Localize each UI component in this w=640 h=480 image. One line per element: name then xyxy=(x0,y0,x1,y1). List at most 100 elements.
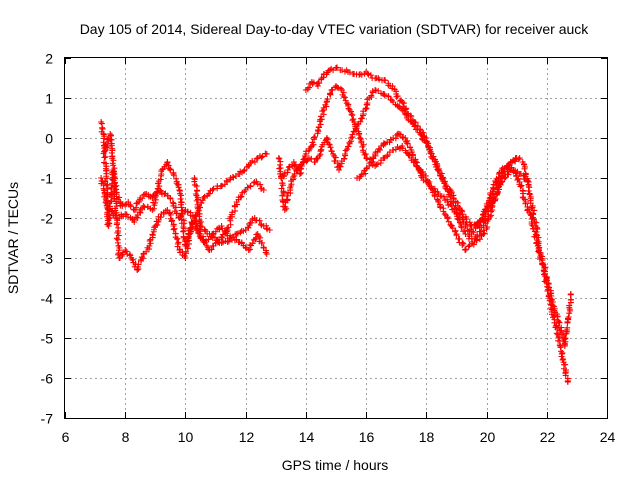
marker xyxy=(466,219,473,226)
marker xyxy=(392,135,399,142)
marker xyxy=(363,165,370,172)
marker xyxy=(393,93,400,100)
marker xyxy=(289,174,296,181)
marker xyxy=(180,227,187,234)
marker xyxy=(201,226,208,233)
marker xyxy=(361,151,368,158)
marker xyxy=(309,139,316,146)
marker xyxy=(281,203,288,210)
marker xyxy=(284,192,291,199)
marker xyxy=(106,220,113,227)
y-tick-label: 1 xyxy=(45,91,53,107)
marker xyxy=(276,155,283,162)
marker xyxy=(358,71,365,78)
marker xyxy=(355,131,362,138)
marker xyxy=(198,199,205,206)
marker xyxy=(490,185,497,192)
marker xyxy=(218,182,225,189)
data-point xyxy=(140,203,147,209)
marker xyxy=(297,166,304,173)
marker xyxy=(181,220,188,227)
marker xyxy=(201,239,208,246)
marker xyxy=(561,341,568,348)
data-point xyxy=(336,167,343,173)
data-point xyxy=(146,243,153,249)
marker xyxy=(111,195,118,202)
marker xyxy=(484,224,491,231)
marker xyxy=(100,150,107,157)
marker xyxy=(187,225,194,232)
x-axis-label: GPS time / hours xyxy=(282,457,389,473)
marker xyxy=(327,144,334,151)
marker xyxy=(249,157,256,164)
data-point xyxy=(263,251,270,257)
y-tick-label: -3 xyxy=(41,251,54,267)
marker xyxy=(139,255,146,262)
marker xyxy=(492,195,499,202)
marker xyxy=(152,199,159,206)
marker xyxy=(251,159,258,166)
marker xyxy=(364,70,371,77)
marker xyxy=(555,334,562,341)
marker xyxy=(410,152,417,159)
marker xyxy=(445,218,452,225)
marker xyxy=(562,335,569,342)
data-point xyxy=(134,267,141,273)
marker xyxy=(322,101,329,108)
marker xyxy=(449,225,456,232)
marker xyxy=(517,183,524,190)
data-point xyxy=(266,227,273,233)
marker xyxy=(104,144,111,151)
marker xyxy=(168,218,175,225)
marker xyxy=(99,125,106,132)
marker xyxy=(384,153,391,160)
data-point xyxy=(564,379,571,385)
x-tick-label: 22 xyxy=(540,429,556,445)
y-tick-label: -7 xyxy=(41,411,54,427)
marker xyxy=(487,213,494,220)
data-point xyxy=(459,211,466,217)
marker xyxy=(382,77,389,84)
marker xyxy=(223,177,230,184)
marker xyxy=(219,234,226,241)
marker xyxy=(257,234,264,241)
marker xyxy=(224,225,231,232)
marker xyxy=(101,154,108,161)
marker xyxy=(226,235,233,242)
plot-frame xyxy=(64,57,608,419)
marker xyxy=(359,115,366,122)
marker xyxy=(414,123,421,130)
marker xyxy=(259,153,266,160)
marker xyxy=(402,106,409,113)
marker xyxy=(196,220,203,227)
marker xyxy=(327,90,334,97)
series-track-b xyxy=(100,143,273,273)
data-point xyxy=(345,103,352,109)
marker xyxy=(111,171,118,178)
marker xyxy=(374,161,381,168)
marker xyxy=(470,229,477,236)
data-point xyxy=(555,319,562,325)
marker xyxy=(420,177,427,184)
marker xyxy=(479,215,486,222)
marker xyxy=(342,147,349,154)
marker xyxy=(362,170,369,177)
marker xyxy=(357,118,364,125)
data-point xyxy=(260,187,267,193)
marker xyxy=(332,154,339,161)
y-tick-label: 0 xyxy=(45,131,53,147)
data-point xyxy=(122,247,129,253)
marker xyxy=(212,228,219,235)
data-point xyxy=(333,65,339,71)
data-point xyxy=(363,155,370,161)
marker xyxy=(534,226,541,233)
marker xyxy=(415,166,422,173)
marker xyxy=(435,165,442,172)
marker xyxy=(175,184,182,191)
data-point xyxy=(245,247,252,253)
marker xyxy=(334,64,341,71)
data-marks xyxy=(98,64,574,385)
marker xyxy=(170,226,177,233)
marker xyxy=(248,219,255,226)
